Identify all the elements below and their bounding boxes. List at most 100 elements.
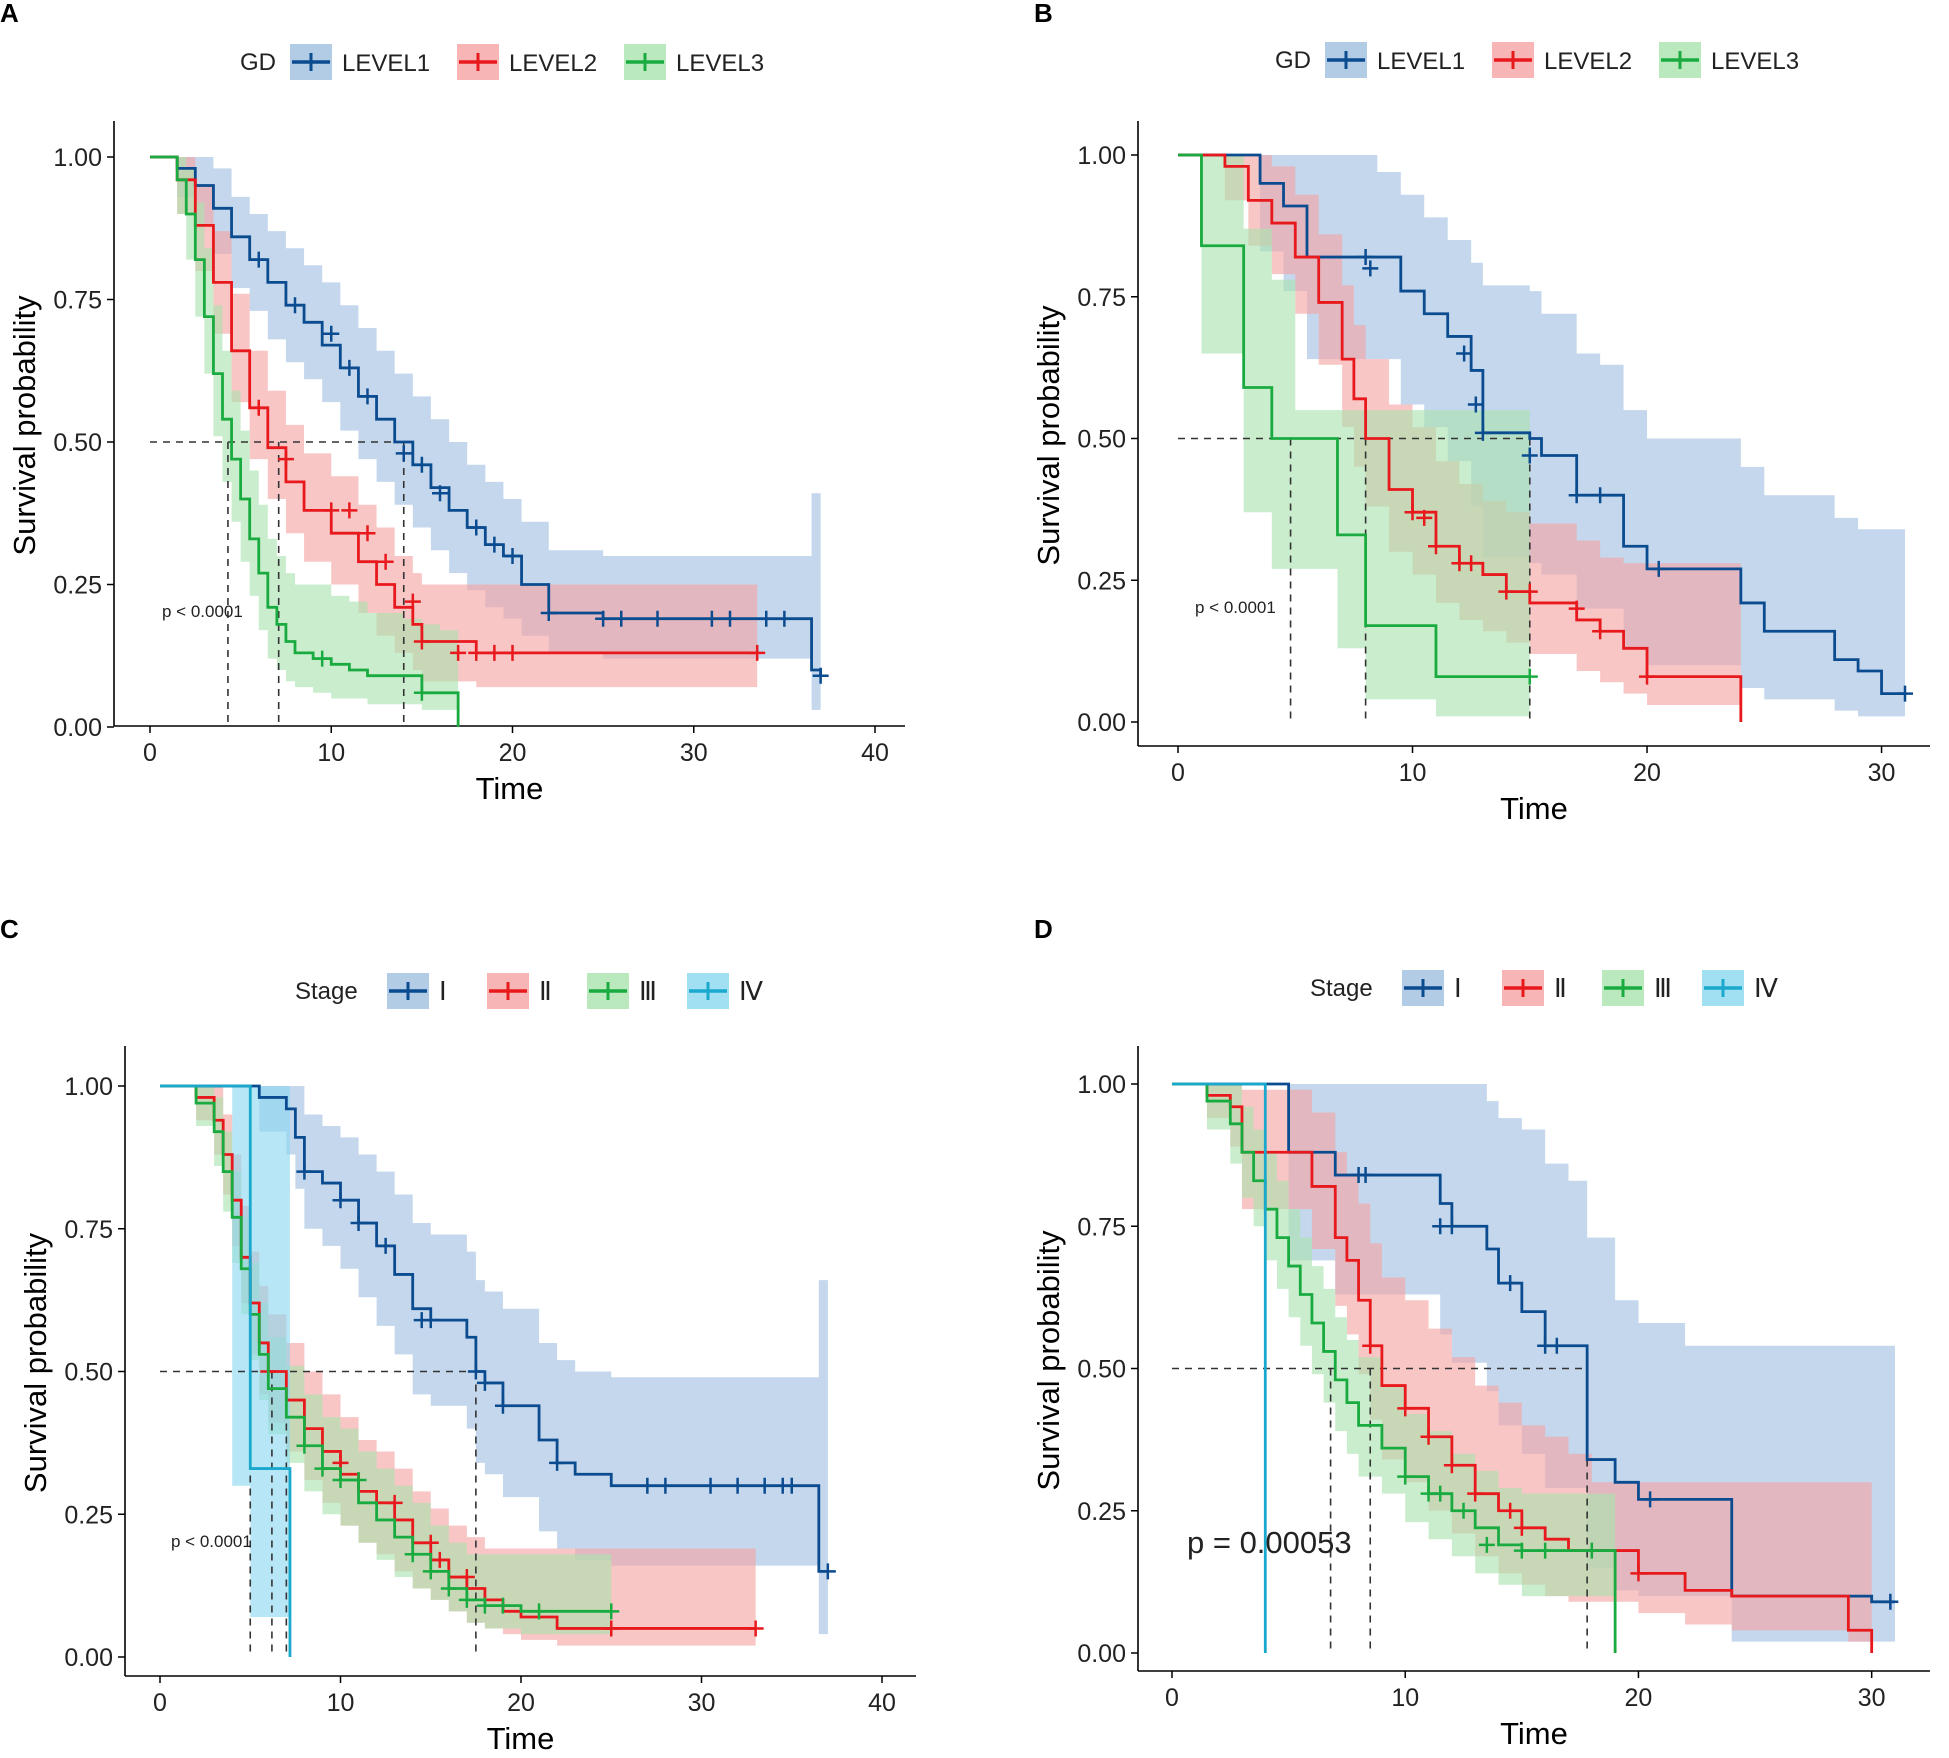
censor-mark <box>1443 1218 1460 1235</box>
km-panel-c: C Stage Ⅰ Ⅱ Ⅲ Ⅳ 0.00 0.25 0.50 0.75 1.00 0 10 20 30 40 T… <box>0 914 916 1756</box>
censor-mark <box>350 1471 367 1488</box>
km-panel-a: A GD LEVEL1 LEVEL2 LEVEL3 0.00 0.25 0.50 0.75 1.0… <box>0 0 905 806</box>
x-tick-label: 20 <box>1625 1684 1653 1712</box>
censor-mark <box>702 1477 719 1494</box>
censor-mark <box>1642 1491 1659 1508</box>
legend-key <box>624 44 666 80</box>
x-tick-label: 20 <box>507 1689 535 1717</box>
panel-letter: C <box>0 914 19 944</box>
censor-mark <box>431 1551 448 1568</box>
censor-mark <box>458 1591 475 1608</box>
censor-mark <box>1463 555 1480 572</box>
x-tick-label: 10 <box>1391 1684 1419 1712</box>
y-tick-label: 0.75 <box>64 1216 113 1244</box>
censor-mark <box>703 610 720 627</box>
censor-mark <box>296 1437 313 1454</box>
censor-mark <box>639 1477 656 1494</box>
x-tick-label: 40 <box>861 739 889 767</box>
censor-mark <box>377 553 394 570</box>
x-tick-label: 20 <box>1633 759 1661 787</box>
censor-mark <box>476 1374 493 1391</box>
censor-mark <box>359 525 376 542</box>
censor-mark <box>603 1620 620 1637</box>
legend-label: Ⅱ <box>539 977 552 1006</box>
censor-mark <box>404 593 421 610</box>
legend-label: Ⅲ <box>639 977 657 1006</box>
censor-mark <box>494 1597 511 1614</box>
censor-mark <box>549 1454 566 1471</box>
y-tick-label: 0.00 <box>64 1644 113 1672</box>
censor-mark <box>1443 1457 1460 1474</box>
y-tick-label: 0.25 <box>1077 1498 1126 1526</box>
legend-label: LEVEL1 <box>1377 48 1465 75</box>
panel-letter: D <box>1034 914 1053 944</box>
censor-mark <box>450 644 467 661</box>
y-tick-label: 0.50 <box>64 1359 113 1387</box>
legend-key <box>457 44 499 80</box>
censor-mark <box>1420 1428 1437 1445</box>
censor-mark <box>422 1563 439 1580</box>
censor-mark <box>1592 487 1609 504</box>
legend-key <box>290 44 332 80</box>
ci-band <box>160 1086 828 1635</box>
survival-curve <box>1172 1082 1874 1653</box>
y-tick-label: 0.25 <box>64 1501 113 1529</box>
censor-mark <box>1467 396 1484 413</box>
censor-mark <box>747 1620 764 1637</box>
censor-mark <box>314 650 331 667</box>
y-tick-label: 1.00 <box>1077 142 1126 170</box>
x-tick-label: 30 <box>688 1689 716 1717</box>
legend-key <box>687 973 729 1009</box>
censor-mark <box>1467 1485 1484 1502</box>
censor-mark <box>1882 1593 1899 1610</box>
censor-mark <box>1521 668 1538 685</box>
censor-mark <box>1513 1542 1530 1559</box>
censor-mark <box>1474 424 1491 441</box>
censor-mark <box>476 1597 493 1614</box>
legend-label: LEVEL2 <box>1544 48 1632 75</box>
censor-mark <box>314 1460 331 1477</box>
x-tick-label: 0 <box>143 739 157 767</box>
x-tick-label: 0 <box>1165 1684 1179 1712</box>
censor-mark <box>341 502 358 519</box>
y-tick-label: 0.00 <box>1077 709 1126 737</box>
censor-mark <box>1397 1468 1414 1485</box>
censor-mark <box>1362 1337 1379 1354</box>
censor-mark <box>749 644 766 661</box>
censor-mark <box>468 519 485 536</box>
legend: GD LEVEL1 LEVEL2 LEVEL3 <box>1275 42 1799 78</box>
censor-mark <box>386 1494 403 1511</box>
y-tick-label: 0.75 <box>1077 1213 1126 1241</box>
legend: Stage Ⅰ Ⅱ Ⅲ Ⅳ <box>295 973 763 1009</box>
ci-band <box>1178 155 1530 717</box>
x-axis-title: Time <box>487 1721 555 1756</box>
y-tick-label: 1.00 <box>64 1073 113 1101</box>
censor-mark <box>1478 1536 1495 1553</box>
x-axis-title: Time <box>1500 1716 1568 1751</box>
x-axis-title: Time <box>1500 791 1568 826</box>
censor-mark <box>603 1603 620 1620</box>
censor-mark <box>1650 560 1667 577</box>
censor-mark <box>1427 538 1444 555</box>
censor-mark <box>422 1312 439 1329</box>
censor-mark <box>432 485 448 502</box>
censor-mark <box>1592 623 1609 640</box>
x-tick-label: 10 <box>327 1689 355 1717</box>
legend-key <box>587 973 629 1009</box>
censor-mark <box>359 388 376 405</box>
censor-mark <box>613 610 630 627</box>
y-tick-label: 0.75 <box>53 287 102 315</box>
censor-mark <box>1357 249 1374 266</box>
censor-mark <box>422 1534 439 1551</box>
censor-mark <box>323 502 340 519</box>
y-axis-title: Survival probability <box>18 1232 53 1493</box>
censor-mark <box>540 605 557 621</box>
legend: Stage Ⅰ Ⅱ Ⅲ Ⅳ <box>1310 970 1778 1006</box>
censor-mark <box>783 1477 800 1494</box>
p-value-label: p = 0.00053 <box>1187 1525 1352 1560</box>
survival-curve <box>1172 1082 1617 1653</box>
survival-curve <box>1178 153 1905 696</box>
legend-title: Stage <box>295 978 358 1005</box>
censor-mark <box>494 1397 511 1414</box>
